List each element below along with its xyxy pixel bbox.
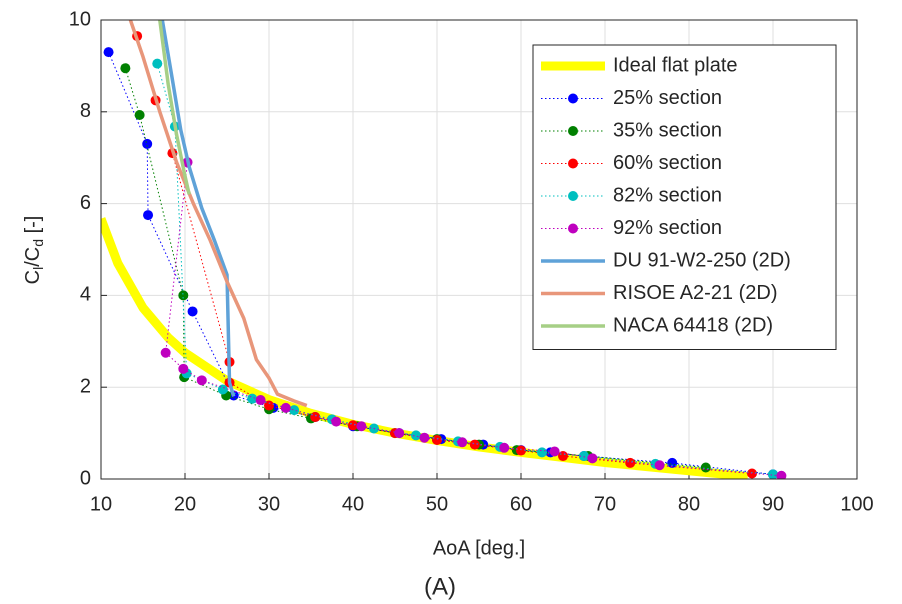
legend-label: Ideal flat plate [613,54,738,76]
data-point [310,412,321,423]
data-point [356,421,367,432]
data-point [625,457,636,468]
data-point [143,210,154,221]
data-point [768,469,778,479]
data-point [558,451,568,462]
data-point [217,384,228,395]
legend-label: 35% section [613,119,722,141]
data-point [247,393,258,404]
legend-marker [568,223,578,234]
data-point [187,306,198,317]
series-line [158,20,191,195]
y-label-part: l [30,267,46,270]
legend-box [532,44,837,350]
y-label-part: /C [22,247,44,267]
data-point [469,439,480,450]
y-tick-label: 10 [69,8,91,30]
x-axis-label: AoA [deg.] [433,537,525,559]
data-point [120,63,131,74]
data-point [516,445,526,456]
x-tick-label: 20 [174,493,196,515]
y-tick-label: 2 [80,375,91,397]
data-point [537,447,547,458]
y-tick-label: 6 [80,192,91,214]
data-point [432,434,442,445]
data-point [178,290,189,301]
series-line [160,20,236,397]
data-point [348,420,358,431]
y-label-part: d [30,239,46,247]
axes-box [100,19,858,480]
data-point [579,451,589,462]
legend-marker [568,158,578,169]
y-tick-label: 0 [80,467,91,489]
data-point [280,402,291,413]
legend-marker [568,126,578,136]
series-layer [101,20,787,479]
x-tick-label: 10 [90,493,112,515]
x-tick-label: 80 [678,493,700,515]
legend-label: 25% section [613,87,722,109]
data-point [289,405,300,416]
y-tick-label: 4 [80,284,91,306]
data-point [654,460,665,471]
data-point [160,347,171,358]
data-point [134,110,145,121]
data-point [331,416,342,427]
data-point [549,446,560,457]
data-point [152,58,163,69]
data-point [419,432,430,443]
legend-label: RISOE A2-21 (2D) [613,282,778,304]
x-tick-label: 90 [762,493,784,515]
x-tick-label: 100 [840,493,873,515]
y-tick-label: 8 [80,100,91,122]
chart-title: (A) [424,573,456,600]
data-point [667,457,678,468]
x-tick-label: 30 [258,493,280,515]
x-tick-label: 70 [594,493,616,515]
legend-label: NACA 64418 (2D) [613,314,773,336]
data-point [264,400,274,411]
legend-marker [568,93,578,104]
data-point [411,430,421,441]
data-point [700,462,711,473]
legend-marker [568,191,578,201]
data-point [394,428,405,439]
data-point [499,442,510,453]
x-tick-label: 60 [510,493,532,515]
data-point [142,138,153,149]
legend-label: 60% section [613,152,722,174]
legend-label: DU 91-W2-250 (2D) [613,249,791,271]
x-tick-label: 50 [426,493,448,515]
legend-label: 82% section [613,184,722,206]
y-label-part: [-] [22,216,44,239]
legend-label: 92% section [613,217,722,239]
data-point [587,453,598,464]
data-point [255,395,266,406]
y-label-part: C [22,270,44,284]
data-point [178,363,189,374]
data-point [776,470,787,479]
x-tick-label: 40 [342,493,364,515]
data-point [196,375,207,386]
y-axis-label: Cl/Cd [-] [22,216,45,285]
series-line [128,20,308,408]
data-point [103,47,114,58]
data-point [457,437,468,448]
